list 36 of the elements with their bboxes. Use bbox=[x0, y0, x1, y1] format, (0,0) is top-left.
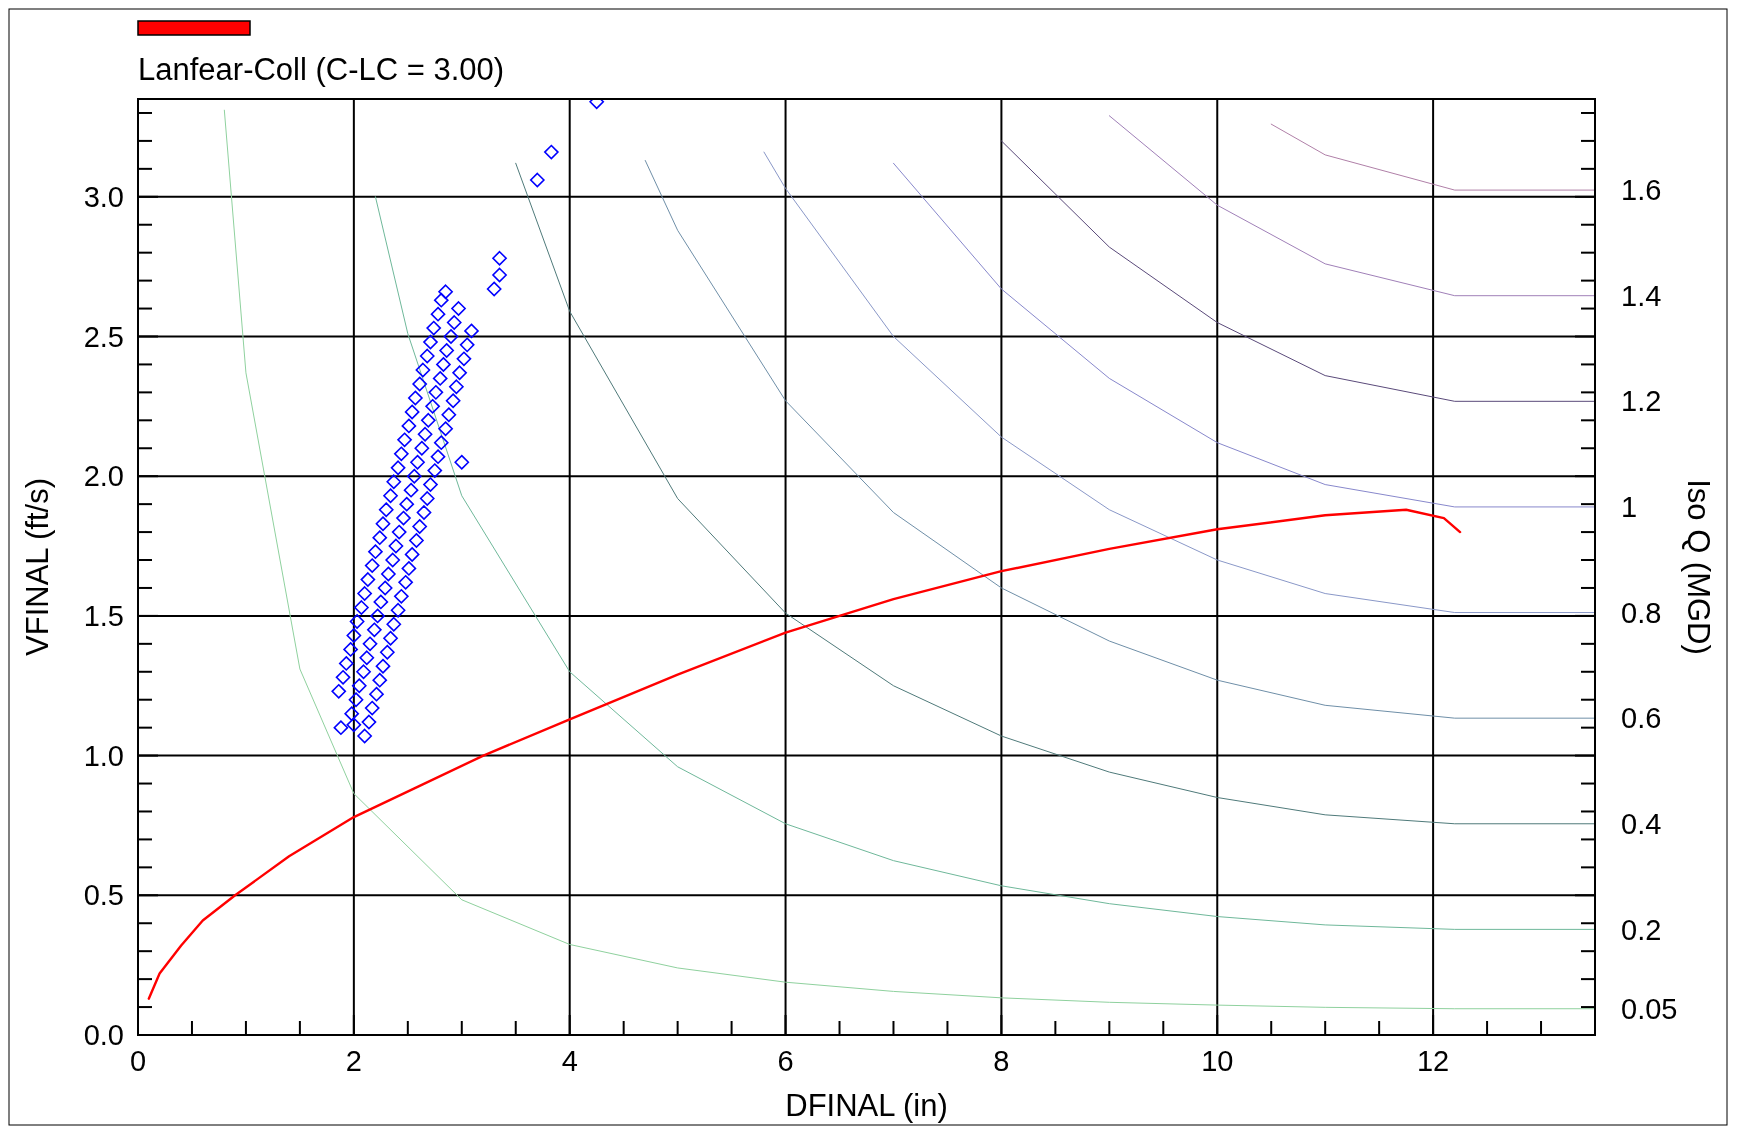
x-tick-label: 12 bbox=[1416, 1045, 1450, 1077]
y-tick-label: 1.5 bbox=[83, 600, 124, 633]
line-series bbox=[644, 159, 1595, 719]
x-tick-label: 10 bbox=[1201, 1045, 1234, 1077]
line-series bbox=[374, 196, 1595, 930]
x-tick-label: 4 bbox=[561, 1045, 578, 1077]
y-tick-label: 1.0 bbox=[83, 739, 124, 772]
line-series bbox=[223, 109, 1595, 1010]
y2-tick-label: 1.6 bbox=[1621, 174, 1662, 206]
line-series bbox=[1108, 115, 1595, 297]
y2-tick-label: 0.05 bbox=[1621, 992, 1678, 1025]
x-tick-label: 0 bbox=[129, 1045, 147, 1077]
line-series bbox=[892, 162, 1595, 508]
x-axis-title: DFINAL (in) bbox=[785, 1088, 948, 1123]
x-tick-label: 8 bbox=[993, 1045, 1010, 1077]
x-tick-label: 6 bbox=[777, 1045, 794, 1077]
y-tick-label: 2.5 bbox=[83, 320, 124, 353]
y2-tick-label: 1.2 bbox=[1621, 385, 1662, 418]
y2-tick-label: 1.4 bbox=[1621, 279, 1662, 312]
y2-axis-title: Iso Q (MGD) bbox=[1681, 479, 1716, 655]
line-series bbox=[515, 162, 1595, 825]
y-tick-label: 0.5 bbox=[83, 879, 124, 912]
y2-tick-label: 0.8 bbox=[1621, 596, 1662, 629]
y2-tick-label: 1 bbox=[1621, 490, 1638, 523]
y-axis-title: VFINAL (ft/s) bbox=[20, 478, 55, 656]
y-tick-label: 3.0 bbox=[83, 180, 124, 213]
line-series bbox=[147, 508, 1462, 1000]
y-tick-label: 2.0 bbox=[83, 460, 124, 493]
x-tick-label: 2 bbox=[345, 1045, 362, 1077]
y-tick-label: 0.0 bbox=[83, 1019, 124, 1052]
y2-tick-label: 0.6 bbox=[1621, 702, 1662, 735]
line-series bbox=[1000, 140, 1595, 402]
legend-label: Lanfear-Coll (C-LC = 3.00) bbox=[138, 52, 505, 87]
line-series bbox=[763, 151, 1595, 614]
y2-tick-label: 0.2 bbox=[1621, 913, 1662, 946]
y2-tick-label: 0.4 bbox=[1621, 807, 1662, 840]
